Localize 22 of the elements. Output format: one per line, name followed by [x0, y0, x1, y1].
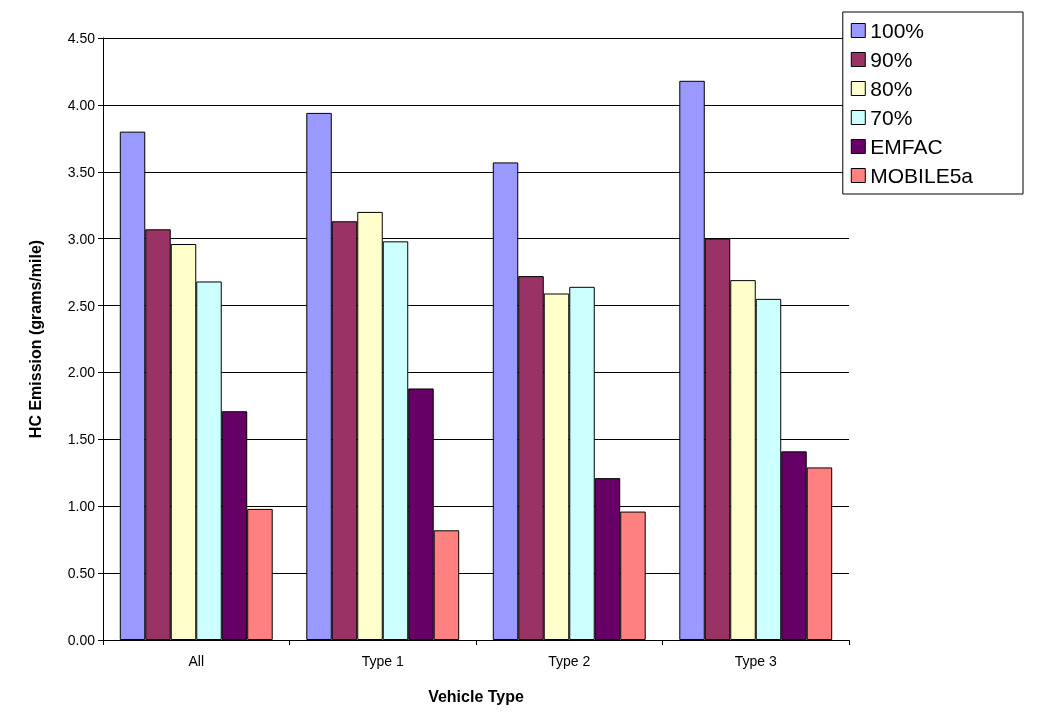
y-tick-label: 1.00	[67, 498, 96, 515]
legend-label: MOBILE5a	[870, 164, 974, 187]
y-tick-label: 4.50	[67, 30, 96, 46]
x-tick-label: Type 3	[734, 653, 777, 669]
legend-label: 90%	[870, 48, 913, 71]
x-tick-label: All	[188, 653, 205, 669]
x-tick-label: Type 2	[548, 653, 591, 669]
legend-label: 100%	[870, 19, 925, 42]
y-tick-label: 0.00	[67, 632, 96, 648]
y-tick-label: 1.50	[67, 431, 96, 448]
y-tick-label: 4.00	[67, 96, 96, 113]
legend-label: 70%	[870, 106, 913, 129]
x-tick-label: Type 1	[361, 653, 404, 669]
y-tick-label: 0.50	[67, 565, 96, 582]
x-axis-title: Vehicle Type	[428, 687, 524, 705]
y-axis-title: HC Emission (grams/mile)	[26, 239, 44, 439]
y-tick-label: 2.00	[67, 364, 96, 381]
legend-label: EMFAC	[870, 135, 943, 158]
y-tick-label: 3.00	[67, 230, 96, 247]
y-tick-label: 3.50	[67, 163, 96, 180]
y-tick-label: 2.50	[67, 297, 96, 314]
legend-label: 80%	[870, 77, 913, 100]
